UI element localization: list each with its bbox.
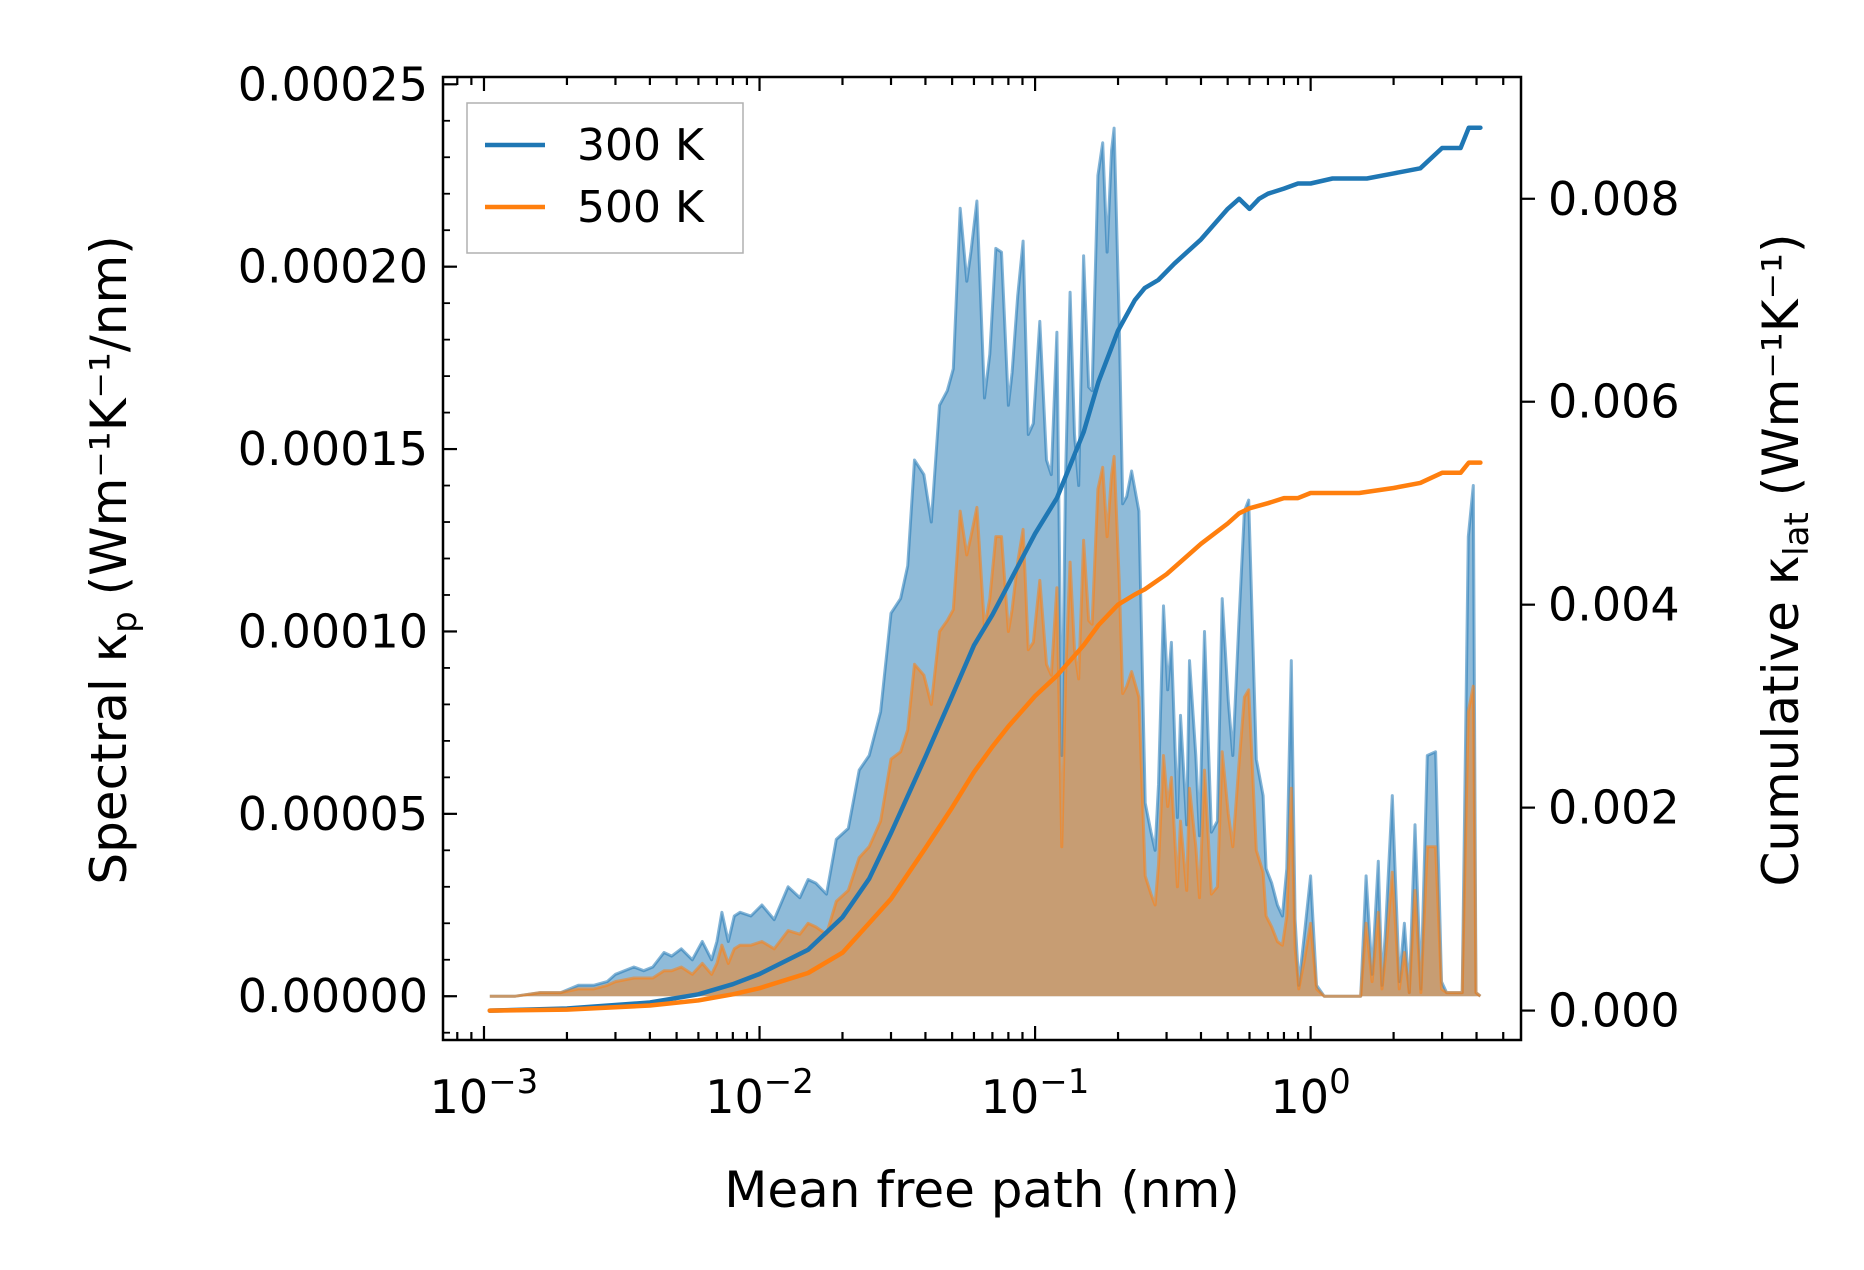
x-tick-exponent: −3	[488, 1062, 538, 1102]
x-tick-base: 10	[430, 1070, 489, 1124]
y-right-tick-label: 0.004	[1548, 578, 1680, 632]
x-axis-title: Mean free path (nm)	[724, 1161, 1240, 1219]
y-left-tick-label: 0.00005	[238, 787, 428, 841]
y-right-tick-label: 0.002	[1548, 781, 1680, 835]
spectral-edge-500k	[489, 454, 1482, 998]
x-tick-exponent: 0	[1329, 1062, 1351, 1102]
x-tick-label: 10−1	[981, 1062, 1090, 1124]
y-left-title-units: (Wm⁻¹K⁻¹/nm)	[80, 235, 138, 595]
spectral-area-300k	[489, 128, 1481, 997]
y-left-title-sub: p	[105, 611, 145, 633]
x-tick-exponent: −1	[1039, 1062, 1089, 1102]
y-right-tick-label: 0.000	[1548, 984, 1680, 1038]
x-tick-label: 100	[1271, 1062, 1351, 1124]
x-tick-base: 10	[981, 1070, 1040, 1124]
y-left-tick-label: 0.00000	[238, 969, 428, 1023]
y-left-tick-label: 0.00025	[238, 57, 428, 111]
tick-labels-layer: 10−3 10−2 10−1 1000.000000.000050.000100.00…	[238, 57, 1680, 1124]
y-right-title-sub: lat	[1777, 512, 1817, 556]
y-right-tick-label: 0.006	[1548, 375, 1680, 429]
spectral-fill-layer	[489, 126, 1482, 998]
cumulative-line-layer	[487, 125, 1483, 1013]
x-tick-base: 10	[1271, 1070, 1330, 1124]
y-right-title-units: (Wm⁻¹K⁻¹)	[1752, 233, 1810, 496]
x-tick-exponent: −2	[764, 1062, 814, 1102]
y-axis-title-right: Cumulative κlat (Wm⁻¹K⁻¹)	[1752, 233, 1817, 886]
legend: 300 K 500 K	[466, 102, 744, 254]
y-left-title-prefix: Spectral κ	[80, 633, 138, 885]
y-left-tick-label: 0.00015	[238, 422, 428, 476]
x-tick-label: 10−3	[430, 1062, 539, 1124]
y-axis-title-left: Spectral κp (Wm⁻¹K⁻¹/nm)	[80, 235, 145, 884]
cumulative-line-500k	[487, 460, 1483, 1013]
ticks-layer	[443, 77, 1535, 1040]
x-tick-base: 10	[705, 1070, 764, 1124]
y-right-tick-label: 0.008	[1548, 172, 1680, 226]
y-right-title-prefix: Cumulative κ	[1752, 556, 1810, 887]
legend-label-500k: 500 K	[577, 182, 705, 233]
legend-box	[466, 102, 744, 254]
spectral-edge-300k	[489, 126, 1482, 998]
x-tick-label: 10−2	[705, 1062, 814, 1124]
spectral-area-500k	[489, 456, 1481, 997]
y-left-tick-label: 0.00020	[238, 240, 428, 294]
legend-label-300k: 300 K	[577, 120, 705, 171]
cumulative-line-300k	[487, 125, 1483, 1013]
y-left-tick-label: 0.00010	[238, 604, 428, 658]
